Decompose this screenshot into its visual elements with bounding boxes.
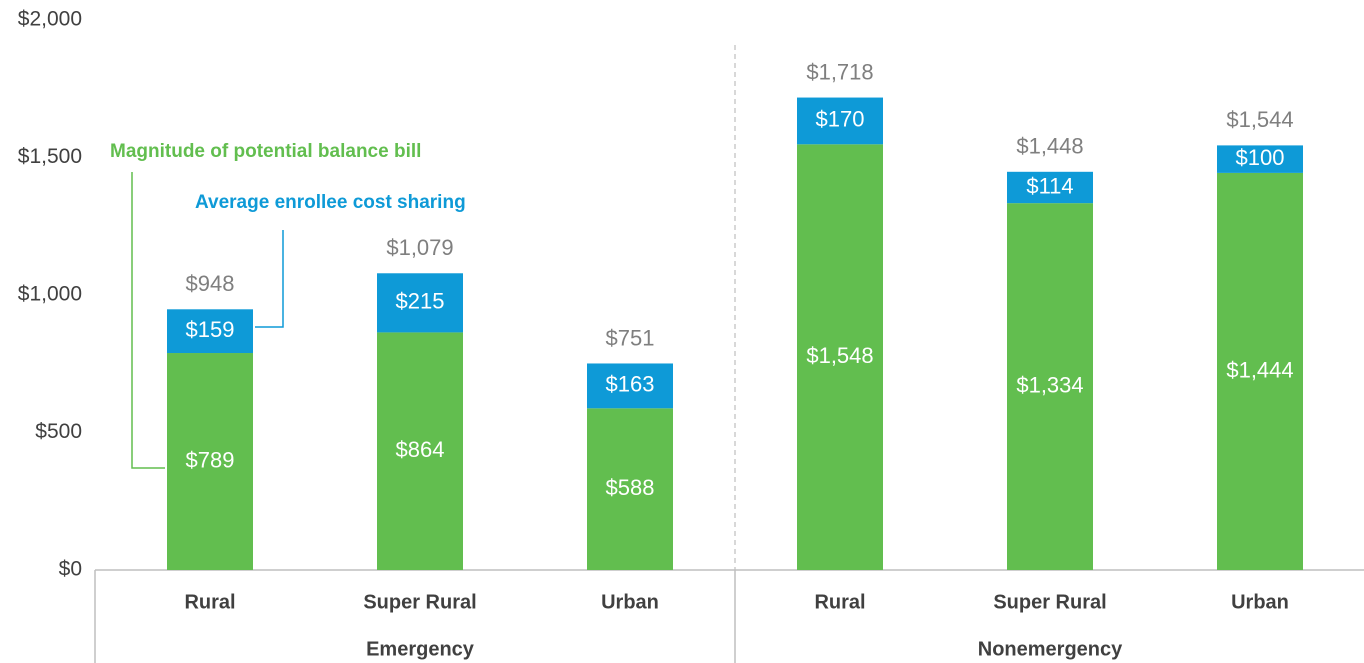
value-label: $588 (606, 475, 655, 500)
y-tick-label: $1,000 (18, 283, 82, 306)
total-label: $1,544 (1226, 107, 1293, 132)
total-label: $948 (186, 271, 235, 296)
bar-segment (377, 273, 463, 333)
value-label: $1,444 (1226, 357, 1293, 382)
total-label: $1,448 (1016, 134, 1083, 159)
annotation-connector (131, 172, 165, 469)
bar-segment (1007, 171, 1093, 204)
bar-segment (1007, 203, 1093, 570)
bar-segment (1217, 145, 1303, 173)
group-label: Emergency (366, 638, 475, 660)
total-label: $1,718 (806, 59, 873, 84)
value-label: $1,334 (1016, 372, 1083, 397)
x-tick-label: Rural (184, 591, 235, 613)
legend-label: Magnitude of potential balance bill (110, 141, 421, 162)
bar-segment (167, 309, 253, 354)
value-label: $114 (1026, 173, 1073, 198)
y-tick-label: $1,500 (18, 145, 82, 168)
bar-segment (797, 144, 883, 571)
y-tick-label: $0 (59, 558, 82, 581)
x-tick-label: Super Rural (363, 591, 476, 613)
x-tick-label: Urban (1231, 591, 1289, 613)
value-label: $159 (186, 317, 235, 342)
value-label: $789 (186, 447, 235, 472)
y-tick-label: $500 (35, 420, 82, 443)
x-tick-label: Super Rural (993, 591, 1106, 613)
x-tick-label: Rural (814, 591, 865, 613)
value-label: $100 (1236, 145, 1285, 170)
annotation-connector (255, 230, 284, 328)
value-label: $864 (396, 437, 445, 462)
value-label: $170 (816, 107, 865, 132)
bar-segment (587, 408, 673, 570)
legend-label: Average enrollee cost sharing (195, 192, 466, 213)
bar-segment (587, 363, 673, 409)
bar-segment (797, 97, 883, 145)
value-label: $163 (606, 372, 655, 397)
group-label: Nonemergency (978, 638, 1123, 660)
total-label: $1,079 (386, 235, 453, 260)
total-label: $751 (606, 325, 655, 350)
bar-segment (1217, 172, 1303, 570)
bar-segment (377, 332, 463, 570)
bar-segment (167, 353, 253, 570)
x-tick-label: Urban (601, 591, 659, 613)
y-tick-label: $2,000 (18, 8, 82, 31)
value-label: $215 (396, 289, 445, 314)
value-label: $1,548 (806, 343, 873, 368)
